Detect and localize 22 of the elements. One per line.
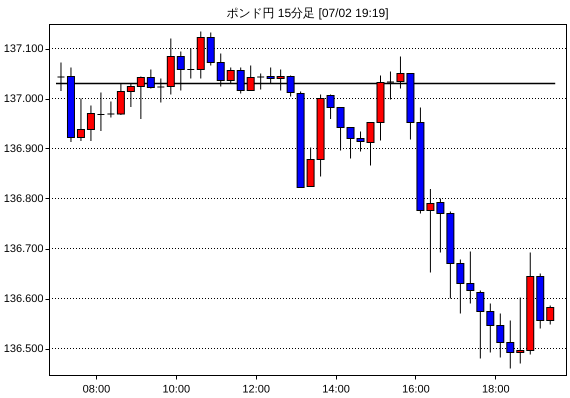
x-tick-label: 12:00 bbox=[242, 384, 270, 396]
candlestick bbox=[86, 105, 95, 142]
y-tick-label: 136.900 bbox=[4, 143, 44, 155]
x-tick-label: 18:00 bbox=[482, 384, 510, 396]
candlestick bbox=[456, 259, 464, 314]
y-tick-label: 136.800 bbox=[4, 193, 44, 205]
candlestick bbox=[426, 188, 434, 273]
x-tick-label: 14:00 bbox=[322, 384, 350, 396]
candlestick bbox=[106, 101, 115, 118]
candlestick bbox=[336, 107, 345, 151]
y-tick-label: 136.500 bbox=[4, 343, 44, 355]
candlestick bbox=[546, 305, 554, 325]
y-tick-label: 137.100 bbox=[4, 43, 44, 55]
y-tick-label: 136.700 bbox=[4, 243, 44, 255]
candlestick bbox=[486, 303, 494, 353]
x-tick-label: 10:00 bbox=[162, 384, 190, 396]
x-tick-label: 16:00 bbox=[402, 384, 430, 396]
y-tick-label: 137.000 bbox=[4, 93, 44, 105]
x-tick-label: 08:00 bbox=[82, 384, 110, 396]
y-tick-label: 136.600 bbox=[4, 293, 44, 305]
chart-title: ポンド円 15分足 [07/02 19:19] bbox=[226, 6, 389, 20]
candlestick bbox=[366, 122, 374, 166]
